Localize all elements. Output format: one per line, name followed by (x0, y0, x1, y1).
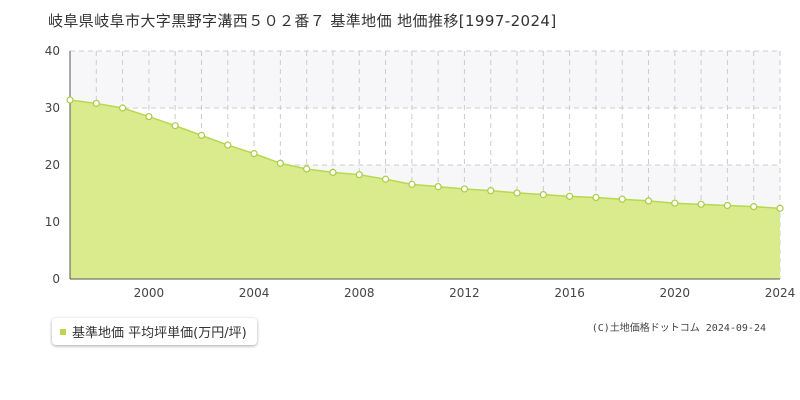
data-point (487, 187, 495, 195)
y-tick-label: 20 (45, 158, 60, 172)
y-tick-label: 10 (45, 215, 60, 229)
data-point (118, 104, 127, 112)
legend[interactable]: 基準地価 平均坪単価(万円/坪) (52, 318, 257, 345)
data-point (276, 159, 284, 167)
data-point (303, 165, 311, 173)
x-tick-label: 2016 (554, 286, 585, 300)
data-point (408, 180, 416, 188)
y-tick-label: 0 (52, 272, 60, 286)
chart-title: 岐阜県岐阜市大字黒野字溝西５０２番７ 基準地価 地価推移[1997-2024] (48, 12, 557, 30)
data-point (434, 183, 442, 191)
x-tick-label: 2024 (765, 286, 796, 300)
x-tick-label: 2000 (134, 286, 165, 300)
x-tick-label: 2012 (449, 286, 480, 300)
data-point (66, 96, 74, 104)
series-line (69, 99, 781, 210)
data-point (671, 199, 679, 207)
data-point (618, 195, 626, 203)
data-point (539, 191, 547, 199)
data-point (224, 141, 232, 149)
x-tick-label: 2020 (660, 286, 691, 300)
data-point (381, 175, 390, 183)
legend-label: 基準地価 平均坪単価(万円/坪) (72, 326, 247, 341)
data-point (776, 204, 784, 212)
data-point (592, 193, 600, 202)
y-tick-label: 30 (45, 101, 60, 115)
data-point (92, 99, 100, 108)
data-point (644, 197, 653, 205)
data-point (145, 112, 153, 121)
data-point (566, 192, 574, 200)
data-point (355, 171, 363, 179)
data-point (460, 185, 469, 193)
data-point (329, 168, 337, 177)
data-point (171, 122, 179, 130)
plot-band (70, 51, 780, 108)
x-tick-label: 2004 (239, 286, 270, 300)
data-point (750, 203, 758, 211)
series-area (70, 100, 780, 280)
legend-swatch (60, 328, 66, 335)
y-tick-label: 40 (45, 44, 60, 58)
x-tick-label: 2008 (344, 286, 375, 300)
data-point (250, 150, 258, 158)
data-point (723, 201, 732, 210)
data-point (513, 189, 521, 197)
data-point (697, 200, 705, 208)
data-point (197, 131, 206, 139)
copyright-text: (C)土地価格ドットコム 2024-09-24 (591, 323, 766, 334)
